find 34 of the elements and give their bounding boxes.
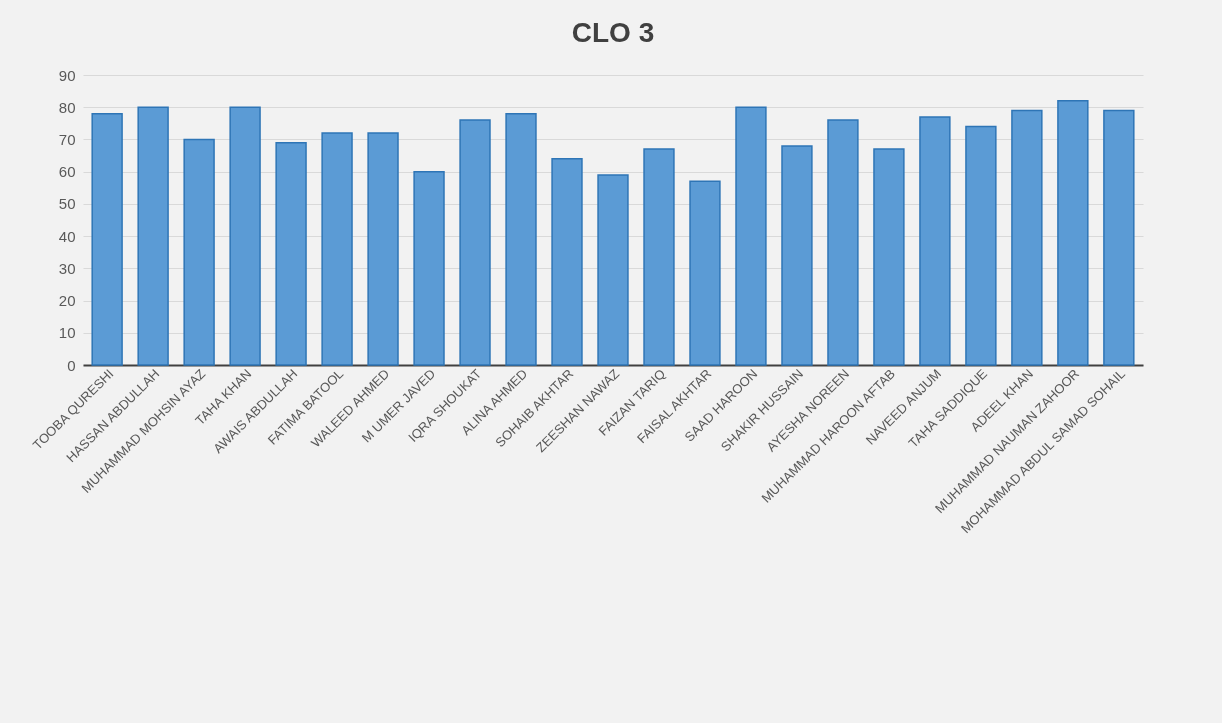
bar [919, 116, 951, 366]
bar [137, 106, 169, 366]
y-tick-label: 50 [58, 195, 76, 213]
chart-title: CLO 3 [571, 17, 655, 48]
bar [965, 125, 997, 366]
bar [873, 148, 905, 366]
bar [413, 170, 445, 366]
y-tick-label: 40 [58, 227, 76, 245]
bar [275, 141, 307, 366]
bar [229, 106, 261, 366]
bar [1057, 100, 1089, 366]
y-tick-label: 60 [58, 163, 76, 181]
bar [91, 112, 123, 366]
y-tick-label: 70 [58, 130, 76, 148]
bar [551, 158, 583, 366]
bar [367, 132, 399, 366]
bar [643, 148, 675, 366]
y-tick-label: 0 [67, 356, 76, 374]
bar [505, 112, 537, 366]
bar [597, 174, 629, 366]
y-tick-label: 80 [58, 98, 76, 116]
bar [689, 180, 721, 366]
bar [1103, 109, 1135, 366]
bar [735, 106, 767, 366]
bar [1011, 109, 1043, 366]
y-tick-label: 30 [58, 259, 76, 277]
bar [459, 119, 491, 366]
bar [183, 138, 215, 366]
y-tick-label: 20 [58, 292, 76, 310]
bar [321, 132, 353, 366]
bar [781, 145, 813, 366]
y-tick-label: 10 [58, 324, 76, 342]
bar [827, 119, 859, 366]
y-tick-label: 90 [58, 66, 76, 84]
